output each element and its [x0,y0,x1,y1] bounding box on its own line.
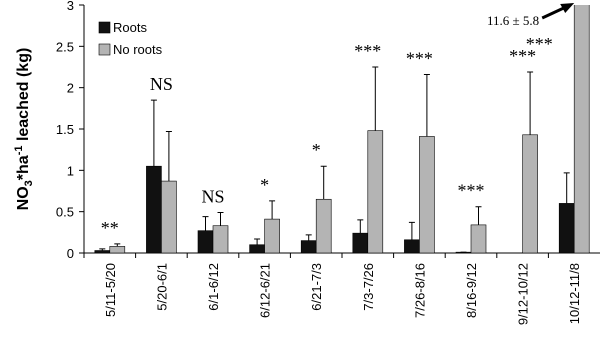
bar [404,239,420,253]
y-label-part: leached (kg) [15,48,32,146]
error-bar [99,248,106,251]
bar [573,5,590,253]
annotation: 11.6 ± 5.8 [487,13,539,28]
x-tick-label: 5/20-6/1 [154,263,169,311]
bar [367,130,384,253]
error-bar [217,211,224,226]
significance-label: * [260,175,269,195]
bar [522,134,538,253]
error-bar [475,206,482,225]
y-tick-label: 2.5 [56,39,74,54]
y-label-part: -1 [13,146,25,156]
significance-label: *** [526,34,553,54]
bar [300,240,317,253]
significance-label: NS [150,74,173,94]
legend-swatch [98,43,111,56]
x-tick-label: 6/1-6/12 [206,263,221,311]
bar [212,225,229,253]
x-tick-label: 6/12-6/21 [258,263,273,318]
x-tick-label: 7/3-7/26 [361,263,376,311]
bar [94,250,111,253]
bar [109,246,126,253]
significance-label: *** [458,181,485,201]
bar [470,224,487,253]
bar [352,232,369,253]
significance-label: *** [406,48,433,68]
error-bar [150,99,157,167]
error-bar [408,221,415,240]
error-bar [165,130,172,182]
y-tick-label: 1.5 [56,122,74,137]
x-tick-label: 7/26-8/16 [412,263,427,318]
bar [558,203,575,253]
legend-label: Roots [113,20,147,35]
error-bar [114,243,121,247]
error-bar [202,216,209,231]
bar [161,180,177,253]
bar [249,244,265,253]
significance-label: *** [354,41,381,61]
y-tick-label: 0 [67,246,74,261]
legend-label: No roots [113,42,163,57]
error-bar [372,66,379,131]
x-tick-label: 6/21-7/3 [309,263,324,311]
significance-label: *** [509,46,536,66]
bar [146,165,162,253]
error-bar [320,165,327,200]
error-bar [423,73,430,137]
y-label-part: NO [15,186,32,210]
significance-label: NS [201,186,224,206]
annotation-arrowhead [560,3,575,13]
error-bar [269,200,276,220]
significance-label: * [312,140,321,160]
y-tick-label: 3 [67,0,74,13]
bar [197,230,214,253]
x-tick-label: 9/12-10/12 [516,263,531,325]
y-axis-label: NO3*ha-1 leached (kg) [13,48,35,211]
bars [94,5,590,253]
y-tick-label: 0.5 [56,205,74,220]
error-bar [357,219,364,234]
legend-swatch [98,21,111,34]
error-bar [563,172,570,204]
error-bar [254,238,261,245]
error-bar [305,234,312,241]
x-tick-label: 8/16-9/12 [464,263,479,318]
bar [264,218,280,253]
x-tick-label: 10/12-11/8 [567,263,582,324]
y-tick-label: 1 [67,163,74,178]
error-bar [527,71,534,135]
significance-label: ** [101,218,119,238]
y-label-part: *ha [15,155,32,180]
bar [419,136,435,253]
y-label-part: 3 [23,180,35,186]
y-tick-label: 2 [67,81,74,96]
x-tick-label: 5/11-5/20 [103,263,118,317]
bar [315,198,332,253]
